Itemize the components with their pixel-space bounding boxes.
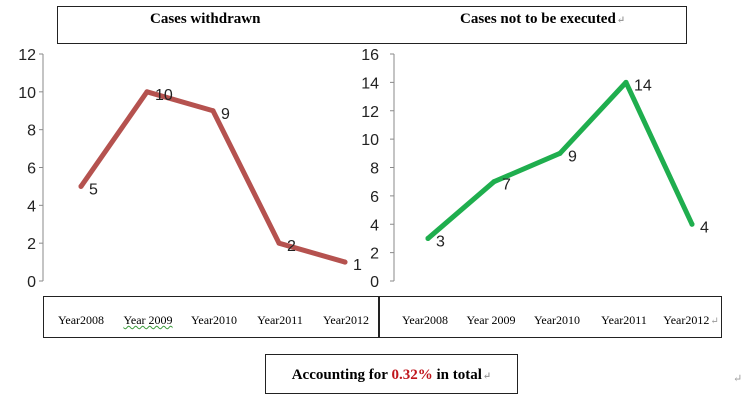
data-label: 4 xyxy=(700,219,709,236)
y-tick-label: 0 xyxy=(370,274,379,291)
right-category-label: Year 2009 xyxy=(466,313,516,327)
data-point xyxy=(78,183,84,189)
data-point xyxy=(425,235,431,241)
y-tick-label: 0 xyxy=(27,274,36,291)
data-point xyxy=(210,108,216,114)
data-point xyxy=(276,240,282,246)
data-point xyxy=(623,79,629,85)
series-line xyxy=(425,79,695,241)
y-tick-label: 2 xyxy=(370,246,379,263)
left-category-label: Year2012 xyxy=(322,313,370,327)
left-category-label: Year2011 xyxy=(257,313,303,327)
data-label: 10 xyxy=(155,87,173,104)
data-point xyxy=(144,89,150,95)
summary-text: Accounting for 0.32% in total↵ xyxy=(291,367,492,383)
left-category-label: Year2008 xyxy=(57,313,105,327)
chart-cases-withdrawn: 0 2 4 6 8 10 12 5 10 9 2 1 xyxy=(18,47,362,291)
titles-box xyxy=(57,6,687,44)
right-category-label: Year2010 xyxy=(533,313,581,327)
y-tick-label: 4 xyxy=(27,198,36,215)
left-category-label: Year2010 xyxy=(190,313,238,327)
summary-box: Accounting for 0.32% in total↵ xyxy=(265,354,518,394)
chart-cases-not-executed: 0 2 4 6 8 10 12 14 16 3 7 9 14 4 xyxy=(361,47,709,291)
y-tick-label: 2 xyxy=(27,236,36,253)
y-tick-label: 6 xyxy=(27,161,36,178)
data-point xyxy=(557,150,563,156)
y-tick-label: 14 xyxy=(361,75,379,92)
data-label: 14 xyxy=(634,77,652,94)
series-line xyxy=(78,89,348,265)
right-category-label: Year2011 xyxy=(601,313,647,327)
return-mark-icon: ↵ xyxy=(616,15,626,26)
y-tick-label: 4 xyxy=(370,217,379,234)
y-tick-label: 10 xyxy=(18,85,36,102)
data-label: 3 xyxy=(436,233,445,250)
y-tick-label: 12 xyxy=(18,47,36,64)
right-category-box xyxy=(379,296,722,338)
data-point xyxy=(342,259,348,265)
y-tick-label: 12 xyxy=(361,104,379,121)
data-label: 5 xyxy=(89,181,98,198)
y-tick-label: 16 xyxy=(361,47,379,64)
y-tick-label: 6 xyxy=(370,189,379,206)
data-label: 7 xyxy=(502,177,511,194)
y-tick-label: 8 xyxy=(370,161,379,178)
left-category-box xyxy=(43,296,379,338)
return-mark-icon: ↵ xyxy=(482,371,492,382)
data-point xyxy=(689,221,695,227)
right-category-label: Year2012↵ xyxy=(663,313,719,327)
data-label: 9 xyxy=(221,106,230,123)
title-cases-not-executed: Cases not to be executed↵ xyxy=(460,11,626,27)
left-category-label: Year 2009 xyxy=(123,313,173,327)
data-point xyxy=(491,179,497,185)
data-label: 9 xyxy=(568,148,577,165)
return-mark-icon: ↵ xyxy=(710,316,719,327)
return-mark-icon: ↵ xyxy=(733,373,743,385)
data-label: 1 xyxy=(353,257,362,274)
summary-highlight: 0.32% xyxy=(391,367,433,383)
y-tick-label: 10 xyxy=(361,132,379,149)
title-cases-withdrawn: Cases withdrawn xyxy=(150,11,261,27)
data-label: 2 xyxy=(287,238,296,255)
right-category-label: Year2008 xyxy=(401,313,449,327)
y-tick-label: 8 xyxy=(27,123,36,140)
